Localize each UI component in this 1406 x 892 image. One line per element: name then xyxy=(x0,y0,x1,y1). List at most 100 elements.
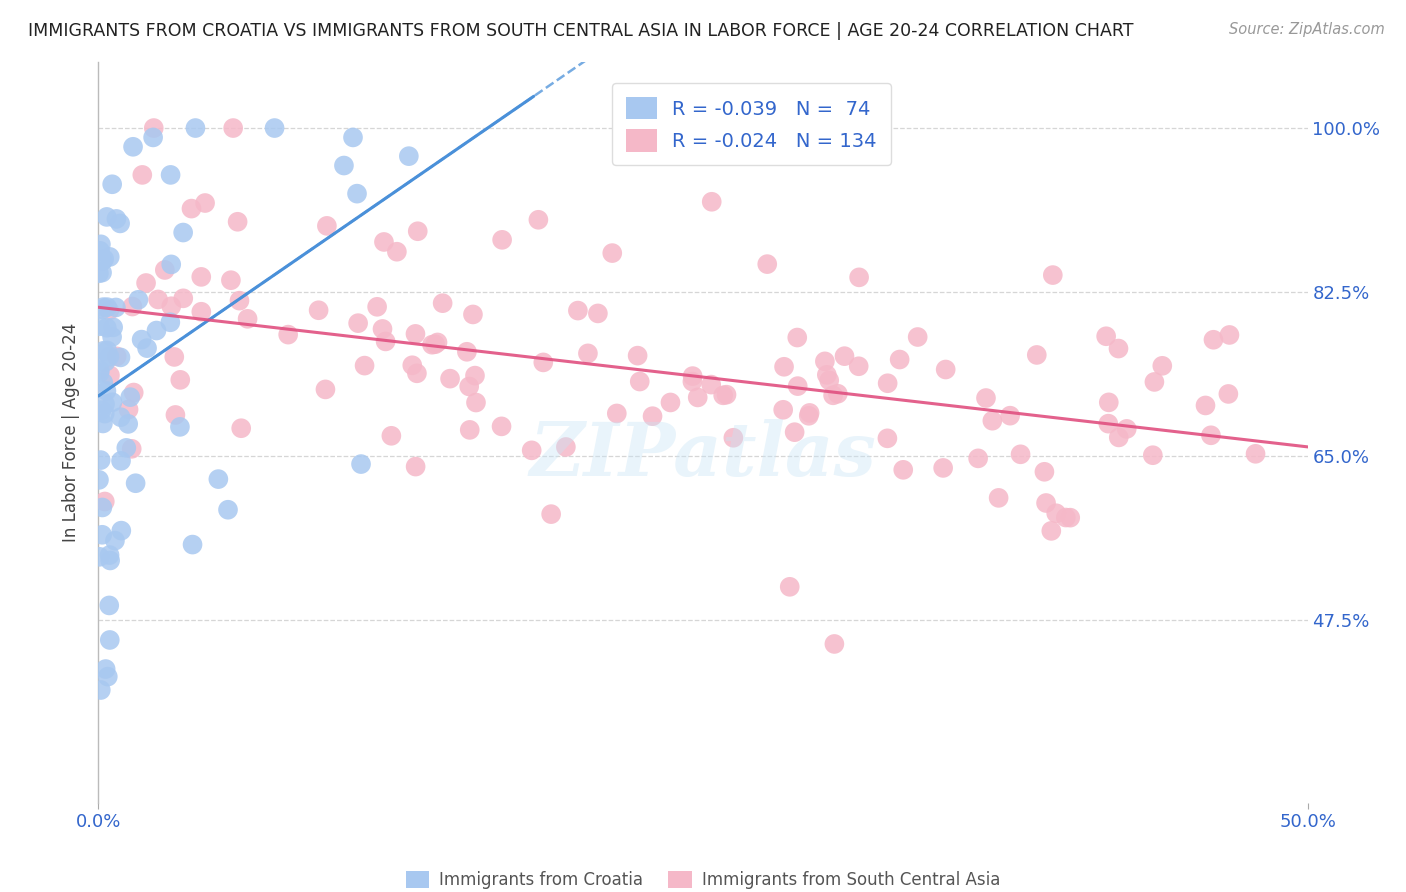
Point xyxy=(527,212,550,227)
Point xyxy=(98,548,121,562)
Point xyxy=(135,276,157,290)
Point xyxy=(848,270,870,285)
Point xyxy=(181,538,204,552)
Point xyxy=(681,375,703,389)
Point xyxy=(799,406,821,420)
Point xyxy=(686,391,709,405)
Point xyxy=(91,376,114,390)
Point xyxy=(308,303,330,318)
Point xyxy=(1025,348,1047,362)
Point xyxy=(876,376,898,391)
Point xyxy=(586,306,609,320)
Point xyxy=(142,121,165,136)
Point xyxy=(160,299,183,313)
Point xyxy=(554,440,576,454)
Point xyxy=(1010,447,1032,461)
Point xyxy=(700,194,723,209)
Point xyxy=(606,406,628,420)
Point xyxy=(786,330,808,344)
Point xyxy=(815,368,838,382)
Point xyxy=(98,368,121,383)
Point xyxy=(834,349,856,363)
Point xyxy=(432,296,454,310)
Point xyxy=(1108,342,1130,356)
Point xyxy=(465,395,488,409)
Point xyxy=(723,431,745,445)
Point xyxy=(716,387,738,401)
Point xyxy=(94,397,117,411)
Point xyxy=(172,226,194,240)
Point xyxy=(91,417,114,431)
Point xyxy=(406,367,429,381)
Point xyxy=(96,343,118,358)
Point xyxy=(1095,329,1118,343)
Point xyxy=(145,324,167,338)
Point xyxy=(1045,506,1067,520)
Point xyxy=(1194,399,1216,413)
Point xyxy=(93,343,115,358)
Point xyxy=(101,330,124,344)
Point xyxy=(314,383,336,397)
Point xyxy=(353,359,375,373)
Point xyxy=(981,414,1004,428)
Point xyxy=(576,346,599,360)
Point xyxy=(122,385,145,400)
Point xyxy=(89,363,111,377)
Point xyxy=(1218,387,1240,401)
Point xyxy=(101,320,124,334)
Point xyxy=(398,149,420,163)
Point xyxy=(700,377,723,392)
Point xyxy=(333,159,356,173)
Point xyxy=(520,443,543,458)
Point xyxy=(756,257,779,271)
Point xyxy=(127,293,149,307)
Point xyxy=(783,425,806,440)
Point xyxy=(1042,268,1064,282)
Point xyxy=(464,368,486,383)
Point xyxy=(772,402,794,417)
Point xyxy=(110,454,132,468)
Point xyxy=(540,507,562,521)
Point xyxy=(97,670,120,684)
Point xyxy=(682,369,704,384)
Point xyxy=(180,202,202,216)
Point xyxy=(219,273,242,287)
Point xyxy=(91,300,114,314)
Point xyxy=(207,472,229,486)
Point xyxy=(98,599,121,613)
Point xyxy=(439,371,461,385)
Point xyxy=(1059,510,1081,524)
Point xyxy=(1202,333,1225,347)
Point xyxy=(1108,430,1130,444)
Point xyxy=(98,303,121,318)
Point xyxy=(567,303,589,318)
Point xyxy=(1143,375,1166,389)
Point xyxy=(1040,524,1063,538)
Point xyxy=(136,341,159,355)
Point xyxy=(90,453,112,467)
Point xyxy=(87,266,110,280)
Point xyxy=(98,553,121,567)
Point xyxy=(373,235,395,249)
Text: ZIPatlas: ZIPatlas xyxy=(530,418,876,491)
Point xyxy=(1218,328,1240,343)
Point xyxy=(491,233,513,247)
Point xyxy=(231,421,253,435)
Point xyxy=(458,423,481,437)
Point xyxy=(165,408,187,422)
Point xyxy=(89,244,111,258)
Point xyxy=(190,304,212,318)
Point xyxy=(94,494,117,508)
Point xyxy=(226,215,249,229)
Point xyxy=(169,420,191,434)
Point xyxy=(405,459,427,474)
Text: Source: ZipAtlas.com: Source: ZipAtlas.com xyxy=(1229,22,1385,37)
Point xyxy=(876,431,898,445)
Point xyxy=(228,293,250,308)
Point xyxy=(217,502,239,516)
Point xyxy=(974,391,997,405)
Point xyxy=(94,355,117,369)
Point xyxy=(366,300,388,314)
Point xyxy=(101,395,124,409)
Point xyxy=(531,355,554,369)
